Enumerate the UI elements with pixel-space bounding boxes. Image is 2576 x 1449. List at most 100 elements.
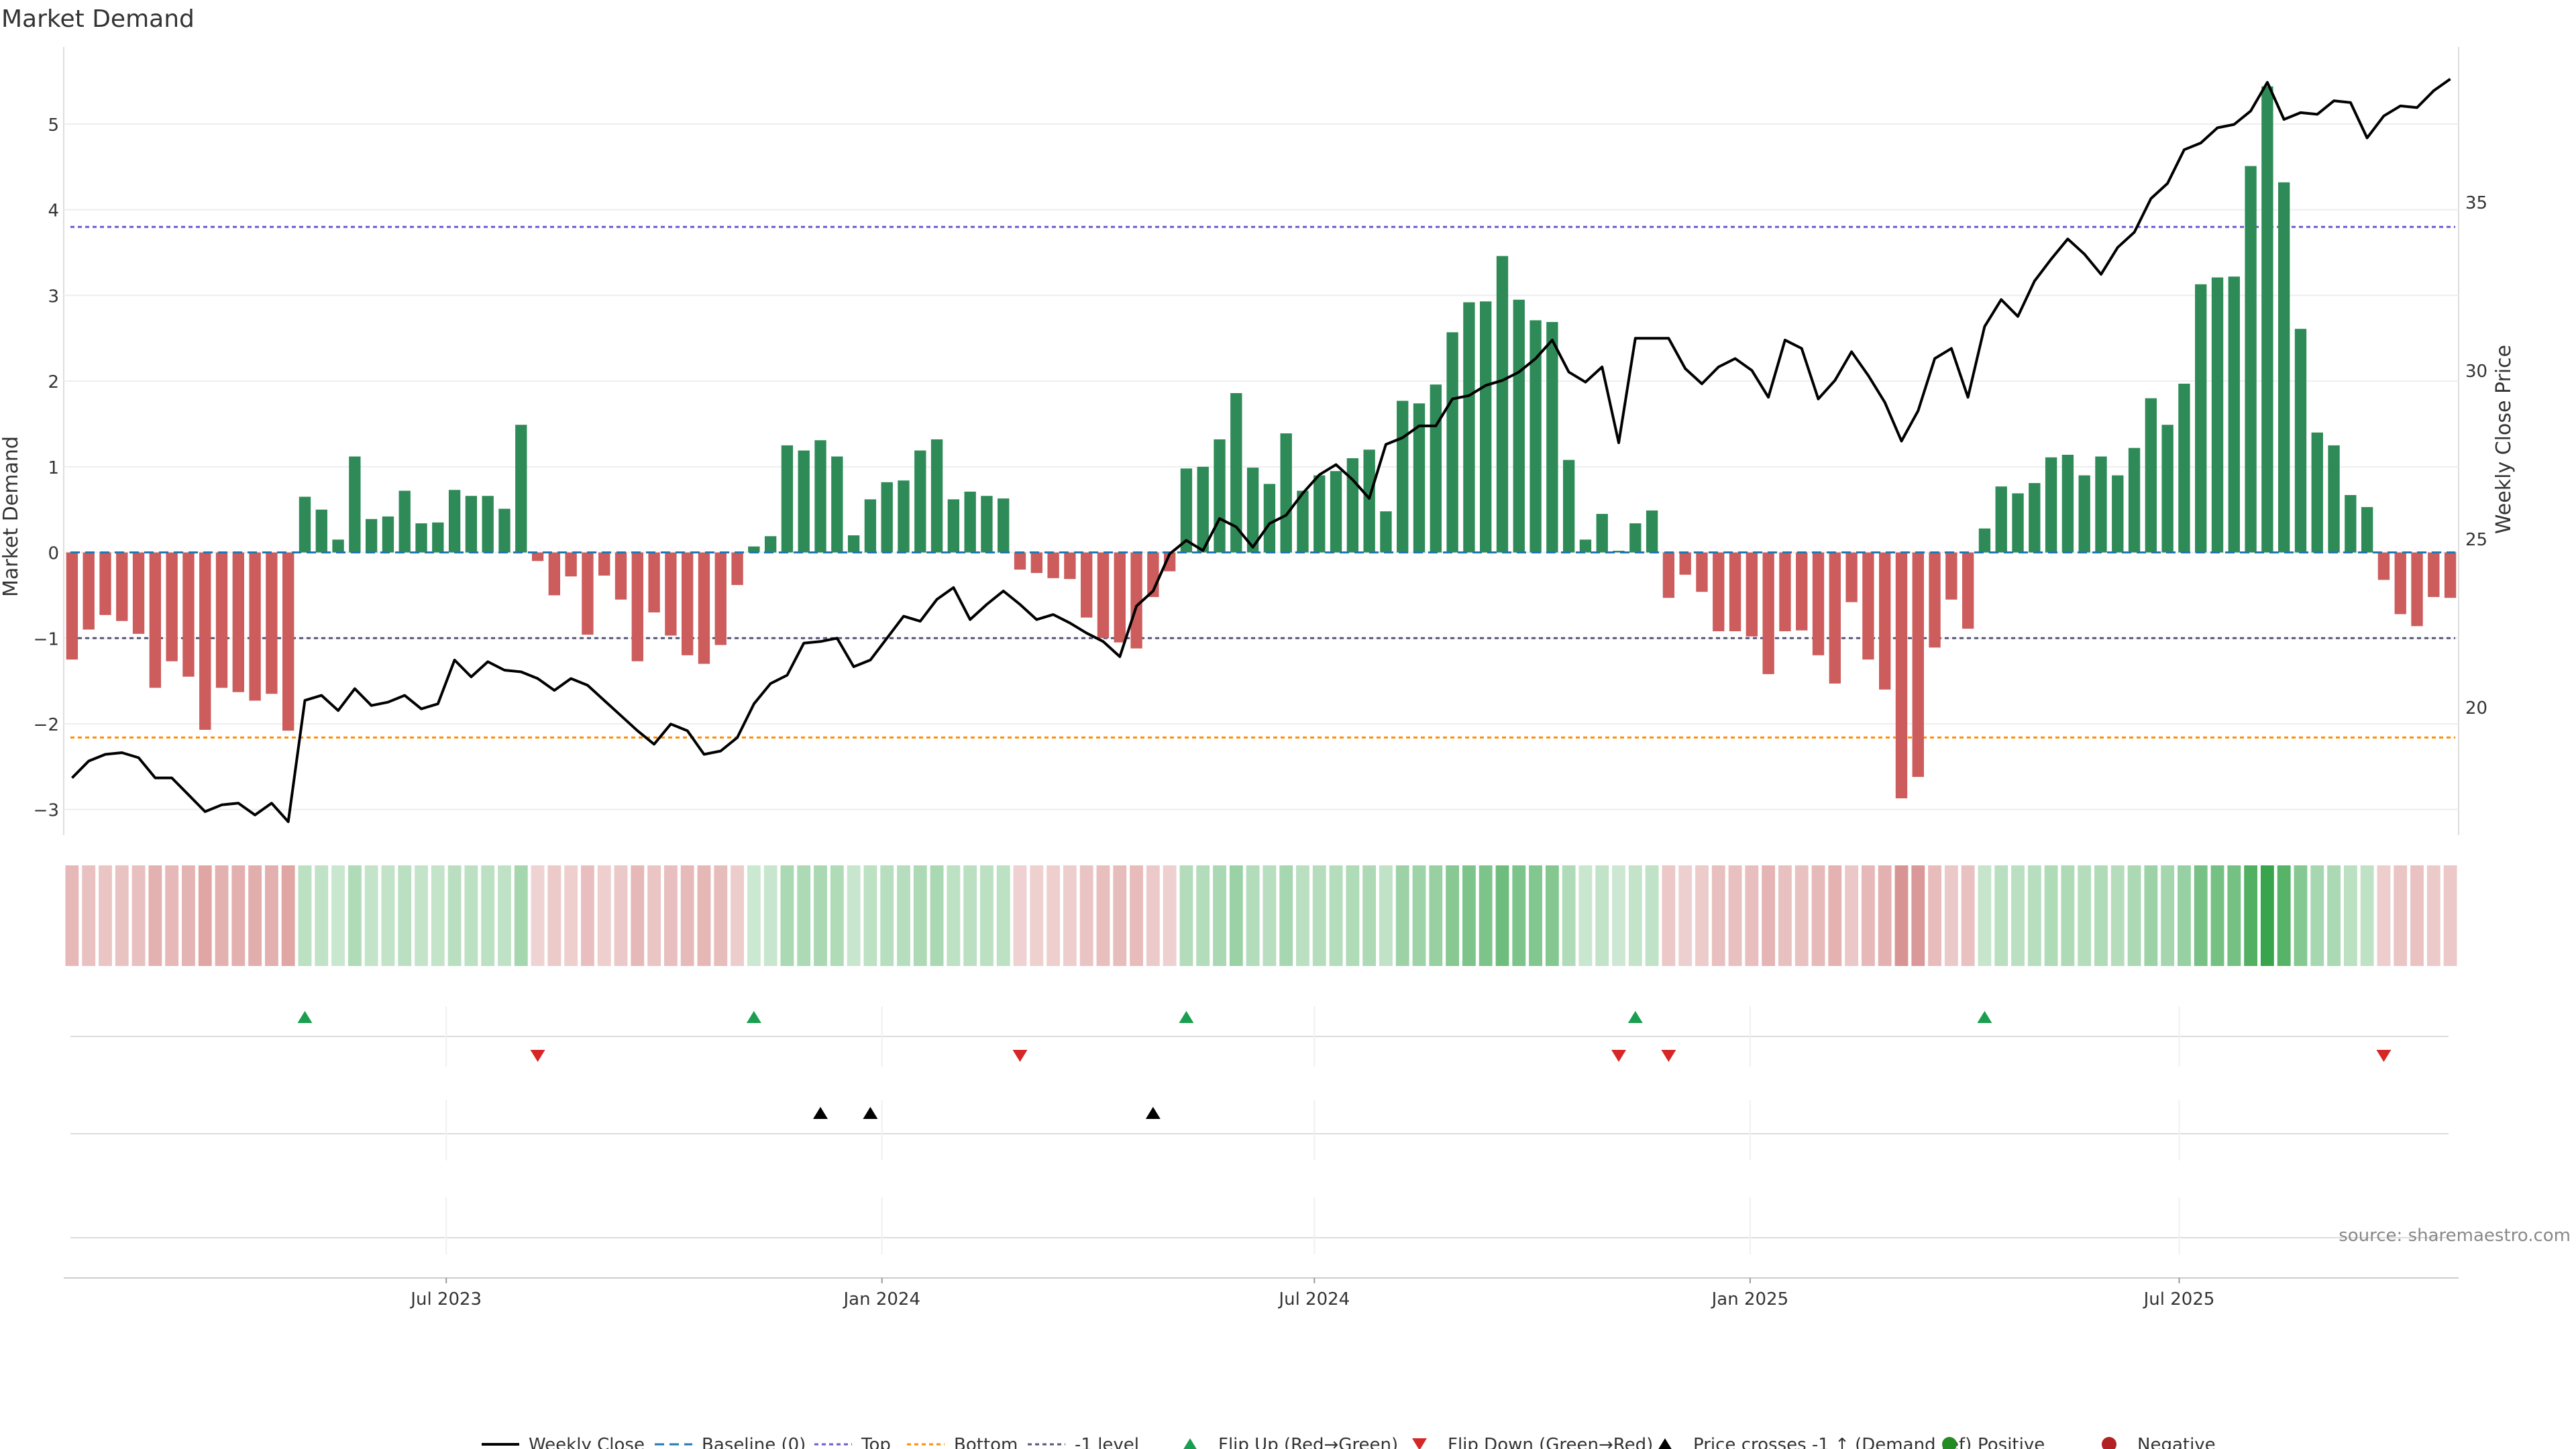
strip-cell xyxy=(1229,865,1243,966)
demand-bar xyxy=(1662,552,1675,598)
flip-up-marker xyxy=(1977,1011,1992,1023)
demand-bar xyxy=(2178,383,2190,553)
demand-bar xyxy=(2261,86,2273,553)
strip-cell xyxy=(1146,865,1160,966)
demand-bar xyxy=(847,535,860,553)
demand-bar xyxy=(2361,506,2373,553)
demand-bar xyxy=(432,522,444,553)
y-tick-label: 5 xyxy=(48,115,59,136)
demand-bar xyxy=(2311,432,2323,553)
demand-bar xyxy=(947,499,960,553)
strip-cell xyxy=(2260,865,2274,966)
demand-bar xyxy=(565,552,577,577)
demand-bar xyxy=(614,552,627,600)
strip-cell xyxy=(1894,865,1909,966)
strip-cell xyxy=(763,865,777,966)
demand-bar xyxy=(515,425,527,553)
strip-cell xyxy=(2011,865,2025,966)
price-cross-marker xyxy=(1145,1107,1161,1119)
demand-bar xyxy=(582,552,594,635)
strip-cell xyxy=(215,865,229,966)
strip-cell xyxy=(531,865,545,966)
strip-cell xyxy=(2210,865,2224,966)
demand-bar xyxy=(2211,277,2224,553)
demand-bar xyxy=(764,536,777,553)
flip-markers-panel xyxy=(70,1006,2449,1067)
flip-down-marker xyxy=(1012,1050,1028,1062)
legend-label: Flip Up (Red→Green) xyxy=(1218,1435,1398,1449)
strip-cell xyxy=(963,865,977,966)
x-tick-label: Jul 2024 xyxy=(1277,1289,1350,1309)
strip-cell xyxy=(2194,865,2208,966)
demand-bar xyxy=(914,450,926,553)
legend-label: Negative xyxy=(2137,1435,2216,1449)
strip-cell xyxy=(2244,865,2258,966)
strip-cell xyxy=(863,865,877,966)
strip-cell xyxy=(1263,865,1277,966)
demand-bar xyxy=(1879,552,1891,690)
demand-bar xyxy=(266,552,278,694)
strip-cell xyxy=(264,865,278,966)
strip-cell xyxy=(2044,865,2058,966)
strip-cell xyxy=(847,865,861,966)
legend-item: Weekly Close xyxy=(482,1435,645,1449)
strip-cell xyxy=(131,865,146,966)
flip-down-marker xyxy=(530,1050,545,1062)
strip-cell xyxy=(947,865,961,966)
strip-cell xyxy=(980,865,994,966)
legend-label: Baseline (0) xyxy=(702,1435,806,1449)
strip-cell xyxy=(381,865,395,966)
demand-bar xyxy=(282,552,294,731)
strip-cell xyxy=(1246,865,1260,966)
strip-cell xyxy=(1645,865,1659,966)
demand-bar xyxy=(1729,552,1741,632)
strip-cell xyxy=(1711,865,1725,966)
demand-bar xyxy=(1246,468,1259,553)
strip-cell xyxy=(1495,865,1509,966)
strip-cell xyxy=(248,865,262,966)
strip-cell xyxy=(663,865,678,966)
strip-cell xyxy=(481,865,495,966)
strip-cell xyxy=(747,865,761,966)
demand-bar xyxy=(1762,552,1774,674)
demand-bar xyxy=(465,496,478,553)
demand-bar xyxy=(2078,475,2090,553)
strip-cell xyxy=(2161,865,2175,966)
strip-cell xyxy=(148,865,162,966)
strip-cell xyxy=(281,865,295,966)
demand-bar xyxy=(99,552,111,615)
strip-cell xyxy=(347,865,362,966)
strip-cell xyxy=(680,865,694,966)
demand-bar xyxy=(1346,458,1359,553)
demand-bar xyxy=(1546,321,1558,553)
strip-cell xyxy=(2294,865,2308,966)
demand-bar xyxy=(349,456,361,553)
price-cross-marker xyxy=(813,1107,828,1119)
demand-bar xyxy=(1646,510,1658,553)
demand-bar xyxy=(648,552,660,612)
strip-cell xyxy=(2360,865,2374,966)
strip-cell xyxy=(1296,865,1309,966)
demand-bar xyxy=(831,456,843,553)
demand-bar xyxy=(1413,403,1426,553)
strip-cell xyxy=(1662,865,1676,966)
demand-bar xyxy=(66,552,78,660)
demand-bar xyxy=(714,552,727,645)
demand-bar xyxy=(864,499,877,553)
strip-cell xyxy=(830,865,844,966)
demand-bar xyxy=(1280,433,1292,553)
strip-cell xyxy=(115,865,129,966)
strip-cell xyxy=(581,865,594,966)
demand-bar xyxy=(1978,528,1991,553)
strip-cell xyxy=(547,865,561,966)
strip-cell xyxy=(298,865,312,966)
demand-bar xyxy=(2145,398,2157,553)
strip-cell xyxy=(1063,865,1077,966)
x-tick-label: Jul 2025 xyxy=(2143,1289,2215,1309)
demand-bar xyxy=(2345,494,2357,553)
demand-bar xyxy=(2195,284,2207,553)
strip-cell xyxy=(1595,865,1609,966)
strip-cell xyxy=(364,865,378,966)
legend-item: -1 level xyxy=(1028,1435,1139,1449)
strip-cell xyxy=(2061,865,2075,966)
